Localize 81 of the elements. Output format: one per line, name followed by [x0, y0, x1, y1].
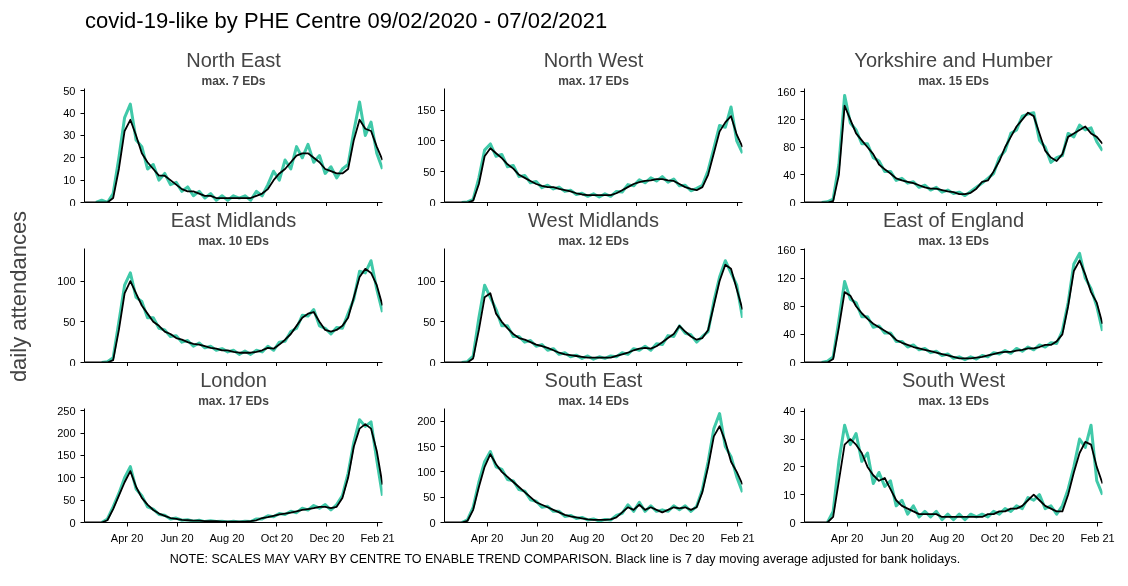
chart-subtitle: max. 7 EDs — [201, 73, 266, 88]
y-tick-label: 200 — [57, 427, 76, 440]
y-tick-label: 100 — [57, 275, 76, 288]
y-tick-label: 30 — [63, 129, 76, 142]
y-tick-label: 0 — [429, 196, 436, 209]
x-tick-label: Oct 20 — [260, 531, 294, 544]
text: daily attendances — [6, 210, 31, 383]
y-tick-label: 0 — [69, 356, 76, 369]
y-tick-label: 200 — [417, 415, 436, 428]
y-tick-label: 160 — [777, 85, 796, 98]
chart-title: North East — [186, 48, 282, 71]
x-tick-label: Dec 20 — [309, 531, 345, 544]
y-tick-label: 150 — [417, 104, 436, 117]
y-tick-label: 10 — [783, 488, 796, 501]
x-tick-label: Jun 20 — [880, 531, 914, 544]
chart-subtitle: max. 17 EDs — [198, 393, 270, 408]
x-tick-label: Dec 20 — [1029, 531, 1065, 544]
y-tick-label: 0 — [789, 356, 796, 369]
y-tick-label: 150 — [417, 440, 436, 453]
y-tick-label: 100 — [417, 465, 436, 478]
y-tick-label: 0 — [789, 516, 796, 529]
y-tick-label: 100 — [57, 471, 76, 484]
chart-subtitle: max. 17 EDs — [558, 73, 630, 88]
chart-title: North West — [543, 48, 644, 71]
y-tick-label: 150 — [57, 449, 76, 462]
y-tick-label: 250 — [57, 404, 76, 417]
y-tick-label: 0 — [69, 516, 76, 529]
chart-subtitle: max. 12 EDs — [558, 233, 630, 248]
y-tick-label: 40 — [783, 168, 796, 181]
x-tick-label: Apr 20 — [470, 531, 504, 544]
y-tick-label: 50 — [423, 315, 436, 328]
y-tick-label: 50 — [63, 315, 76, 328]
x-tick-label: Feb 21 — [360, 531, 395, 544]
x-tick-label: Aug 20 — [209, 531, 245, 544]
y-tick-label: 0 — [429, 356, 436, 369]
chart-title: South East — [544, 368, 643, 391]
y-tick-label: 50 — [63, 494, 76, 507]
y-tick-label: 10 — [63, 174, 76, 187]
y-tick-label: 40 — [63, 107, 76, 120]
y-tick-label: 20 — [63, 151, 76, 164]
x-tick-label: Feb 21 — [1080, 531, 1115, 544]
x-tick-label: Aug 20 — [569, 531, 605, 544]
x-tick-label: Dec 20 — [669, 531, 705, 544]
text: NOTE: SCALES MAY VARY BY CENTRE TO ENABLE TREND COMPARISON. Black line is 7 day moving average adjusted for bank holidays. — [169, 551, 961, 568]
y-tick-label: 100 — [417, 134, 436, 147]
y-tick-label: 0 — [429, 516, 436, 529]
x-tick-label: Jun 20 — [160, 531, 194, 544]
chart-title: South West — [901, 368, 1006, 391]
x-tick-label: Oct 20 — [620, 531, 654, 544]
x-tick-label: Feb 21 — [720, 531, 755, 544]
chart-subtitle: max. 13 EDs — [918, 393, 990, 408]
x-tick-label: Oct 20 — [980, 531, 1014, 544]
y-tick-label: 0 — [789, 196, 796, 209]
y-tick-label: 120 — [777, 113, 796, 126]
chart-title: East of England — [882, 208, 1025, 231]
x-tick-label: Apr 20 — [110, 531, 144, 544]
y-tick-label: 50 — [423, 165, 436, 178]
chart-title: East Midlands — [170, 208, 297, 231]
y-tick-label: 80 — [783, 300, 796, 313]
y-tick-label: 50 — [63, 84, 76, 97]
y-tick-label: 0 — [69, 196, 76, 209]
chart-title: West Midlands — [528, 208, 659, 231]
chart-subtitle: max. 14 EDs — [558, 393, 630, 408]
y-tick-label: 120 — [777, 272, 796, 285]
x-tick-label: Aug 20 — [929, 531, 965, 544]
y-tick-label: 80 — [783, 141, 796, 154]
y-tick-label: 100 — [417, 275, 436, 288]
y-tick-label: 30 — [783, 433, 796, 446]
chart-subtitle: max. 13 EDs — [918, 233, 990, 248]
y-tick-label: 40 — [783, 328, 796, 341]
chart-subtitle: max. 15 EDs — [918, 73, 990, 88]
x-tick-label: Apr 20 — [830, 531, 864, 544]
y-tick-label: 160 — [777, 243, 796, 256]
chart-title: Yorkshire and Humber — [854, 48, 1053, 71]
y-tick-label: 20 — [783, 460, 796, 473]
y-tick-label: 40 — [783, 405, 796, 418]
text: covid-19-like by PHE Centre 09/02/2020 - 07/02/2021 — [85, 7, 608, 35]
chart-title: London — [200, 368, 267, 391]
x-tick-label: Jun 20 — [520, 531, 554, 544]
chart-subtitle: max. 10 EDs — [198, 233, 270, 248]
y-tick-label: 50 — [423, 491, 436, 504]
